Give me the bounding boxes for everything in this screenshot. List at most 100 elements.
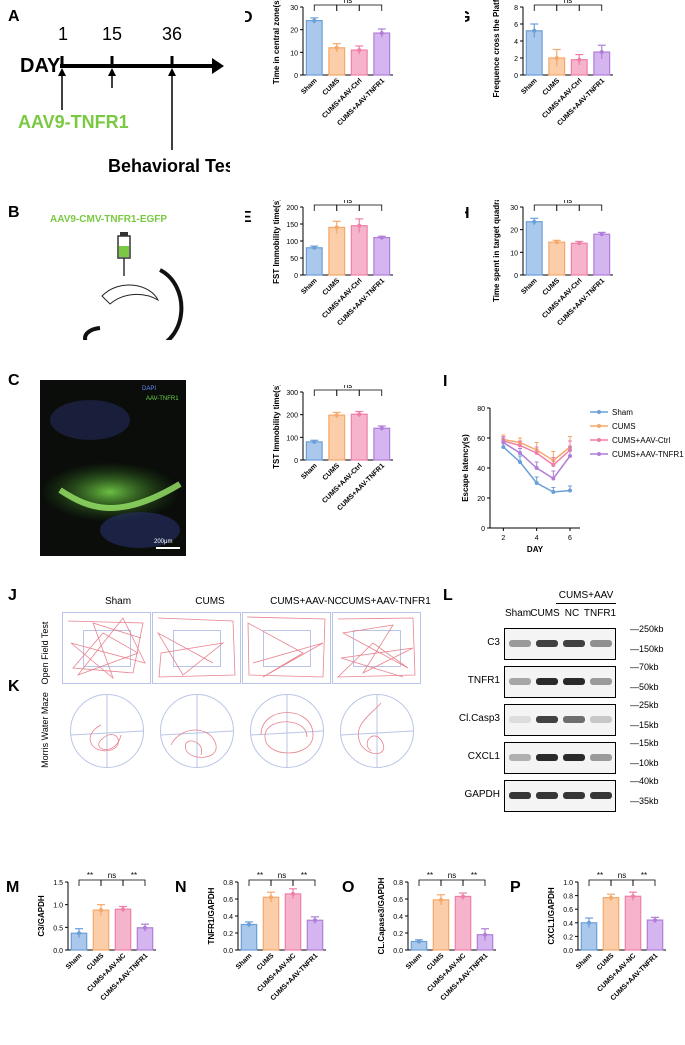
panel-label-m: M [6, 879, 19, 896]
panel-g-chart: G02468Frequence cross the PlatformShamCU… [458, 0, 685, 190]
significance-bracket [78, 879, 102, 886]
y-tick-label: 0.2 [223, 931, 233, 938]
blot-band [563, 792, 585, 799]
significance-bracket [632, 879, 656, 886]
data-point [534, 481, 539, 485]
y-tick-label: 0.6 [393, 897, 403, 904]
panel-label-l: L [443, 587, 453, 604]
data-point [334, 45, 339, 50]
mw-marker: —50kb [630, 682, 659, 692]
lane-label-nc: NC [564, 608, 580, 619]
blot-row-label: C3 [487, 637, 500, 648]
significance-label: ns [564, 0, 572, 5]
track-nc [246, 616, 326, 678]
panel-p-chart: P 0.0 0.2 0.4 0.6 0.8 1.0 CXCL1/GAPDH Sham CUMS CU… [510, 840, 685, 1045]
hippocampus-outline [101, 284, 160, 305]
green-signal-region [40, 462, 180, 522]
y-axis-label: CXCL1/GAPDH [547, 887, 556, 945]
blot-band [563, 640, 585, 647]
data-point [501, 440, 506, 445]
significance-bracket [292, 879, 316, 886]
track-cums [156, 617, 236, 678]
bar-cums [92, 909, 110, 951]
y-tick-label: 150 [286, 222, 298, 229]
data-point [653, 918, 657, 923]
panel-j-open-field: Open Field Test Sham CUMS CUMS+AAV-NC CU… [30, 590, 431, 690]
data-point [77, 931, 81, 936]
bar-cums-aav-nc [454, 895, 472, 951]
data-point [534, 466, 539, 470]
x-axis-label: DAY [527, 545, 544, 554]
timeline-arrowhead [212, 58, 224, 74]
y-tick-label: 0.0 [223, 948, 233, 955]
panel-label-n: N [175, 879, 187, 896]
bar-chart-svg: F0100200300TST Immobility time(s)ShamCUM… [241, 373, 393, 512]
y-tick-label: 20 [510, 228, 518, 235]
y-tick-label: 2 [514, 56, 518, 63]
data-point [121, 907, 125, 912]
panel-label-o: O [342, 879, 354, 896]
data-point [291, 891, 295, 896]
y-axis-label: CL.Capase3/GAPDH [377, 877, 386, 954]
bar-cums [602, 897, 620, 951]
x-tick-label: CUMS+AAV-NC [426, 952, 467, 993]
open-field-arena-sham [62, 612, 151, 684]
x-tick-label: Sham [65, 952, 83, 970]
significance-bracket [418, 879, 442, 886]
legend-entry: CUMS+AAV-TNFR1 [612, 450, 684, 459]
blot-band [563, 754, 585, 761]
y-tick-label: 0.8 [393, 880, 403, 887]
significance-label: ns [448, 871, 456, 880]
panel-c-image: DAPI AAV-TNFR1 200μm [40, 380, 186, 556]
blot-band [563, 678, 585, 685]
x-tick-label: CUMS [426, 952, 446, 972]
significance-label: ** [87, 871, 93, 880]
mw-marker: —15kb [630, 738, 659, 748]
y-tick-label: 20 [477, 496, 485, 503]
panel-label-d: D [245, 9, 253, 26]
open-field-arena-nc [242, 612, 331, 684]
y-tick-label: 0.4 [393, 914, 403, 921]
y-tick-label: 200 [286, 205, 298, 212]
col-label-sham: Sham [104, 596, 132, 607]
y-tick-label: 1.0 [53, 903, 63, 910]
legend-entry: CUMS+AAV-Ctrl [612, 436, 671, 445]
blot-band [509, 640, 531, 647]
data-point [312, 245, 317, 250]
y-tick-label: 0.0 [53, 948, 63, 955]
blot-band [590, 754, 612, 761]
y-tick-label: 0 [514, 73, 518, 80]
y-tick-label: 0.4 [563, 921, 573, 928]
day-label: DAY [20, 55, 61, 77]
y-tick-label: 300 [286, 390, 298, 397]
blot-band [509, 678, 531, 685]
significance-label: ns [108, 871, 116, 880]
panel-label-j: J [8, 587, 17, 604]
panel-label-k: K [8, 678, 20, 695]
blot-row-label: TNFR1 [467, 675, 500, 686]
blot-band [590, 716, 612, 723]
significance-label: ** [257, 871, 263, 880]
significance-bracket [588, 879, 612, 886]
bar-chart-svg: M 0.0 0.5 1.0 1.5 C3/GAPDH Sham CUMSCUMS+AAV-NC… [6, 871, 156, 1002]
tick-label-36: 36 [162, 24, 182, 44]
blot-band [563, 716, 585, 723]
center-zone [173, 630, 221, 667]
bar-chart-svg: P 0.0 0.2 0.4 0.6 0.8 1.0 CXCL1/GAPDH Sham CUMSCU… [510, 871, 666, 1002]
water-maze-row-label: Morris Water Maze [40, 692, 50, 768]
x-tick-label: CUMS [596, 952, 616, 972]
data-point [554, 56, 559, 60]
maze-track-cums [160, 695, 234, 767]
y-tick-label: 0.8 [223, 880, 233, 887]
blot-band [590, 792, 612, 799]
blot-strip [504, 666, 616, 698]
data-point [483, 932, 487, 937]
panel-label-i: I [443, 373, 447, 390]
data-point [551, 490, 556, 494]
significance-bracket [358, 204, 383, 211]
data-point [568, 454, 572, 458]
data-point [334, 413, 339, 418]
lane-label-tnfr1: TNFR1 [583, 608, 617, 619]
